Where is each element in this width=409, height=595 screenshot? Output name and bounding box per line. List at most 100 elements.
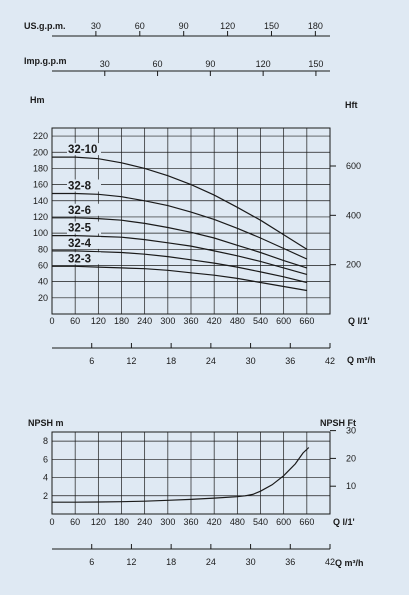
head-x-tick-label: 240 [137, 316, 152, 326]
head-x-tick-label: 120 [91, 316, 106, 326]
head-right-tick-label: 600 [346, 161, 361, 171]
impgpm-tick-label: 30 [100, 59, 110, 69]
head-x-tick-label: 540 [253, 316, 268, 326]
head-x-tick-label: 420 [207, 316, 222, 326]
npsh-x-tick-label: 300 [160, 517, 175, 527]
usgpm-tick-label: 150 [264, 21, 279, 31]
head-curve-label: 32-4 [68, 238, 92, 250]
head-y-tick-label: 20 [38, 293, 48, 303]
head-right-tick-label: 400 [346, 210, 361, 220]
npsh-m3h-tick-label: 42 [325, 557, 335, 567]
impgpm-tick-label: 150 [308, 59, 323, 69]
impgpm-tick-label: 120 [256, 59, 271, 69]
npsh-m3h-tick-label: 24 [206, 557, 216, 567]
head-m3h-tick-label: 12 [126, 356, 136, 366]
head-curve-32-8 [52, 192, 308, 260]
head-y-tick-label: 140 [33, 196, 48, 206]
head-x-tick-label: 600 [276, 316, 291, 326]
head-curve-32-5 [52, 235, 307, 275]
impgpm-scale-label: Imp.g.p.m [24, 56, 67, 66]
usgpm-tick-label: 120 [220, 21, 235, 31]
head-y-tick-label: 120 [33, 212, 48, 222]
head-y-tick-label: 220 [33, 131, 48, 141]
npsh-curve-npsh [52, 447, 310, 503]
head-m3h-tick-label: 36 [285, 356, 295, 366]
head-curve-label-bg [67, 252, 101, 265]
npsh-m-axis-label: NPSH m [28, 418, 64, 428]
npsh-y-tick-label: 4 [43, 473, 48, 483]
head-curve-label-bg [67, 143, 101, 156]
head-y-tick-label: 80 [38, 244, 48, 254]
head-curve-32-3 [52, 265, 307, 292]
npsh-x-axis-label: Q l/1' [333, 517, 355, 527]
head-curve-label: 32-10 [68, 144, 97, 156]
npsh-x-tick-label: 360 [183, 517, 198, 527]
head-x-axis-label: Q l/1' [348, 316, 370, 326]
head-right-tick-label: 200 [346, 260, 361, 270]
usgpm-tick-label: 30 [91, 21, 101, 31]
head-x-tick-label: 0 [49, 316, 54, 326]
head-y-tick-label: 40 [38, 277, 48, 287]
head-m3h-tick-label: 42 [325, 356, 335, 366]
npsh-x-tick-label: 180 [114, 517, 129, 527]
head-x2-axis-label: Q m³/h [347, 355, 376, 365]
head-x-tick-label: 60 [70, 316, 80, 326]
head-y-tick-label: 180 [33, 163, 48, 173]
head-y-tick-label: 60 [38, 260, 48, 270]
head-x-tick-label: 660 [299, 316, 314, 326]
npsh-m3h-tick-label: 6 [89, 557, 94, 567]
npsh-x2-axis-label: Q m³/h [335, 558, 364, 568]
usgpm-tick-label: 180 [308, 21, 323, 31]
head-m3h-tick-label: 18 [166, 356, 176, 366]
npsh-m3h-tick-label: 12 [126, 557, 136, 567]
npsh-x-tick-label: 660 [299, 517, 314, 527]
head-curve-label-bg [67, 221, 101, 234]
npsh-m3h-tick-label: 36 [285, 557, 295, 567]
head-curve-label: 32-3 [68, 253, 91, 265]
head-curve-label: 32-8 [68, 181, 92, 193]
head-m3h-tick-label: 24 [206, 356, 216, 366]
npsh-m3h-tick-label: 30 [246, 557, 256, 567]
head-curve-label-bg [67, 179, 101, 192]
usgpm-tick-label: 60 [135, 21, 145, 31]
usgpm-scale-label: US.g.p.m. [24, 21, 66, 31]
head-curve-32-6 [52, 217, 307, 269]
npsh-right-tick-label: 30 [346, 426, 356, 436]
head-m3h-tick-label: 6 [89, 356, 94, 366]
head-curve-32-4 [52, 250, 307, 284]
head-x-tick-label: 180 [114, 316, 129, 326]
head-x-tick-label: 360 [183, 316, 198, 326]
impgpm-tick-label: 90 [205, 59, 215, 69]
head-y-tick-label: 200 [33, 147, 48, 157]
npsh-x-tick-label: 540 [253, 517, 268, 527]
npsh-x-tick-label: 480 [230, 517, 245, 527]
head-curve-label-bg [67, 203, 101, 216]
head-x-tick-label: 480 [230, 316, 245, 326]
head-curve-32-10 [52, 156, 308, 250]
usgpm-tick-label: 90 [179, 21, 189, 31]
head-m-axis-label: Hm [30, 95, 45, 105]
head-curve-label: 32-6 [68, 205, 91, 217]
npsh-x-tick-label: 60 [70, 517, 80, 527]
head-curve-label-bg [67, 236, 101, 249]
npsh-x-tick-label: 240 [137, 517, 152, 527]
npsh-y-tick-label: 6 [43, 454, 48, 464]
impgpm-tick-label: 60 [153, 59, 163, 69]
npsh-ft-axis-label: NPSH Ft [320, 418, 356, 428]
npsh-x-tick-label: 420 [207, 517, 222, 527]
npsh-m3h-tick-label: 18 [166, 557, 176, 567]
npsh-right-tick-label: 20 [346, 453, 356, 463]
head-ft-axis-label: Hft [345, 100, 358, 110]
head-y-tick-label: 100 [33, 228, 48, 238]
head-m3h-tick-label: 30 [246, 356, 256, 366]
npsh-x-tick-label: 0 [49, 517, 54, 527]
head-y-tick-label: 160 [33, 180, 48, 190]
head-x-tick-label: 300 [160, 316, 175, 326]
npsh-x-tick-label: 120 [91, 517, 106, 527]
npsh-y-tick-label: 2 [43, 491, 48, 501]
npsh-right-tick-label: 10 [346, 481, 356, 491]
head-curve-label: 32-5 [68, 223, 92, 235]
npsh-x-tick-label: 600 [276, 517, 291, 527]
npsh-y-tick-label: 8 [43, 436, 48, 446]
